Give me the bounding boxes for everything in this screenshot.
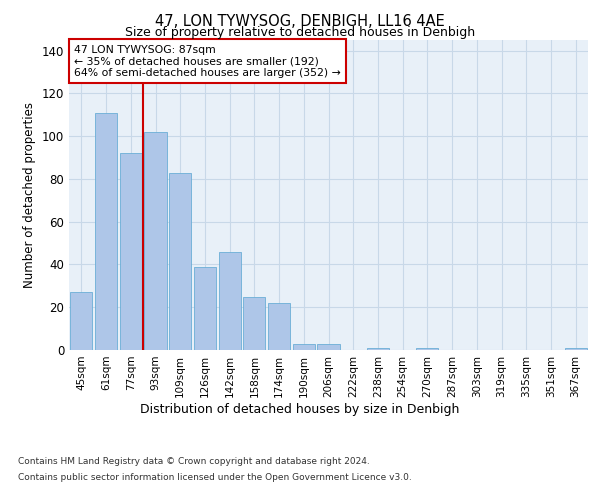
Bar [416,348,439,350]
Y-axis label: Number of detached properties: Number of detached properties [23,102,36,288]
Bar [565,348,587,350]
Text: Contains HM Land Registry data © Crown copyright and database right 2024.: Contains HM Land Registry data © Crown c… [18,458,370,466]
Bar [317,344,340,350]
Text: 47, LON TYWYSOG, DENBIGH, LL16 4AE: 47, LON TYWYSOG, DENBIGH, LL16 4AE [155,14,445,29]
Bar [95,112,117,350]
Bar [169,172,191,350]
Bar [145,132,167,350]
Bar [268,303,290,350]
Bar [194,266,216,350]
Bar [293,344,315,350]
Text: Distribution of detached houses by size in Denbigh: Distribution of detached houses by size … [140,402,460,415]
Bar [218,252,241,350]
Bar [243,296,265,350]
Text: Size of property relative to detached houses in Denbigh: Size of property relative to detached ho… [125,26,475,39]
Bar [119,154,142,350]
Bar [367,348,389,350]
Text: Contains public sector information licensed under the Open Government Licence v3: Contains public sector information licen… [18,472,412,482]
Bar [70,292,92,350]
Text: 47 LON TYWYSOG: 87sqm
← 35% of detached houses are smaller (192)
64% of semi-det: 47 LON TYWYSOG: 87sqm ← 35% of detached … [74,44,341,78]
